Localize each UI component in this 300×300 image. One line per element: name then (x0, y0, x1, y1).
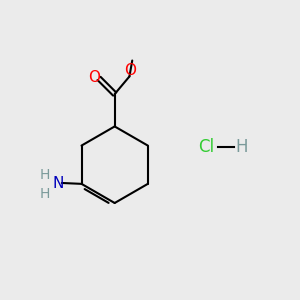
Text: O: O (124, 63, 136, 78)
Text: N: N (52, 176, 64, 191)
Text: H: H (236, 138, 248, 156)
Text: H: H (40, 168, 50, 182)
Text: Cl: Cl (198, 138, 214, 156)
Text: O: O (88, 70, 100, 86)
Text: H: H (40, 187, 50, 201)
